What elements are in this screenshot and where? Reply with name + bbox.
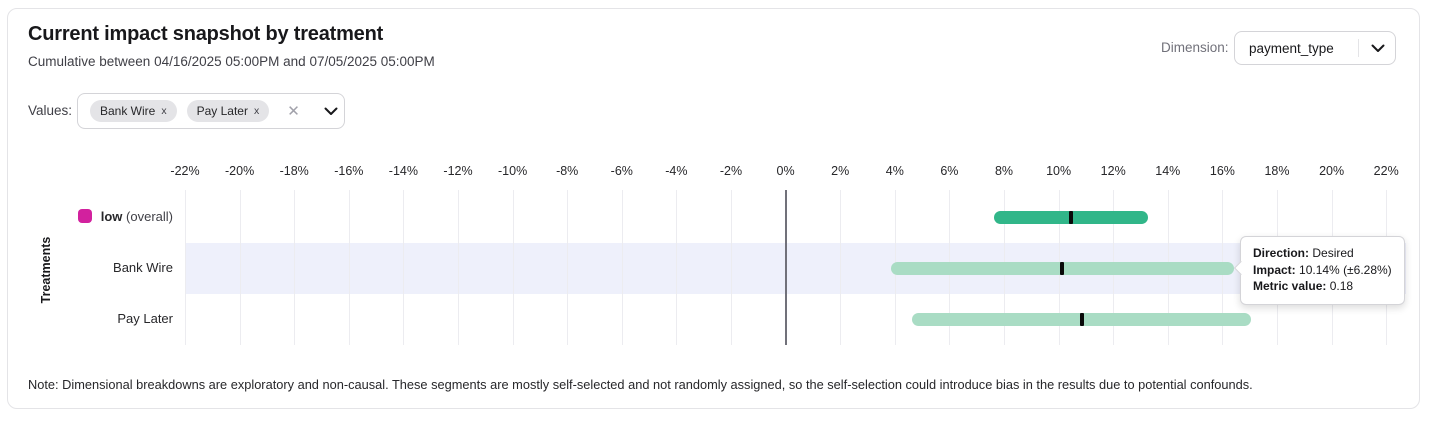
gridline: [458, 190, 459, 345]
x-tick-label: 8%: [994, 164, 1014, 178]
gridline: [512, 190, 514, 345]
gridline: [239, 190, 241, 345]
x-tick-label: 20%: [1319, 164, 1345, 178]
gridline: [185, 190, 186, 345]
row-label-pay-later: Pay Later: [117, 311, 173, 326]
chip-remove-icon[interactable]: x: [161, 105, 167, 117]
gridline: [294, 190, 296, 345]
page-title: Current impact snapshot by treatment: [28, 23, 384, 45]
gridline: [403, 190, 405, 345]
x-tick-label: 22%: [1373, 164, 1399, 178]
clear-all-icon[interactable]: ✕: [287, 102, 300, 120]
row-label-bank-wire: Bank Wire: [113, 260, 173, 275]
x-tick-label: -4%: [665, 164, 688, 178]
gridline: [348, 190, 350, 345]
x-tick-label: -14%: [388, 164, 418, 178]
chip-remove-icon[interactable]: x: [253, 105, 260, 117]
treatment-legend-swatch: [77, 209, 92, 223]
chip-label: Pay Later: [196, 104, 248, 118]
dimension-select[interactable]: payment_type: [1234, 31, 1396, 65]
x-tick-label: 10%: [1046, 164, 1072, 178]
plot-area: [185, 190, 1406, 345]
x-tick-label: 0%: [776, 164, 795, 178]
tooltip-direction-row: Direction: Desired: [1253, 246, 1354, 260]
x-tick-label: 16%: [1209, 164, 1235, 178]
dimension-label: Dimension:: [1161, 40, 1229, 55]
x-tick-label: -20%: [225, 164, 255, 178]
gridline: [567, 190, 569, 345]
x-tick-label: -22%: [170, 164, 200, 178]
x-tick-label: 18%: [1264, 164, 1290, 178]
impact-snapshot-card: [7, 8, 1420, 409]
zero-baseline: [784, 190, 787, 345]
footnote: Note: Dimensional breakdowns are explora…: [28, 377, 1253, 392]
x-tick-label: -12%: [443, 164, 473, 178]
gridline: [840, 190, 842, 345]
x-tick-label: -10%: [498, 164, 528, 178]
x-tick-label: -18%: [279, 164, 309, 178]
x-tick-label: -6%: [610, 164, 633, 178]
row-label-overall: low (overall): [28, 209, 173, 225]
x-tick-label: 14%: [1155, 164, 1181, 178]
x-tick-label: 4%: [885, 164, 904, 178]
gridline: [731, 190, 732, 345]
select-divider: [1358, 39, 1359, 57]
x-tick-label: 6%: [940, 164, 959, 178]
tooltip-metric-row: Metric value: 0.18: [1253, 279, 1354, 293]
impact-point-marker: [1060, 261, 1065, 275]
x-tick-label: -16%: [334, 164, 364, 178]
x-tick-label: 12%: [1100, 164, 1126, 178]
x-tick-label: -2%: [719, 164, 743, 178]
values-label: Values:: [28, 103, 73, 118]
x-tick-label: -8%: [556, 164, 579, 178]
date-range-subtitle: Cumulative between 04/16/2025 05:00PM an…: [28, 54, 435, 69]
impact-tooltip: Direction: Desired Impact: 10.14% (±6.28…: [1233, 236, 1405, 305]
gridline: [621, 190, 623, 345]
dimension-selected-value: payment_type: [1249, 40, 1334, 56]
impact-point-marker: [1068, 210, 1073, 224]
tooltip-impact-row: Impact: 10.14% (±6.28%): [1253, 262, 1392, 277]
chip-label: Bank Wire: [100, 104, 156, 118]
chevron-down-icon[interactable]: [324, 107, 338, 116]
impact-point-marker: [1079, 312, 1084, 326]
x-tick-label: 2%: [831, 164, 850, 178]
value-chip-bank-wire[interactable]: Bank Wire x: [90, 100, 177, 122]
chevron-down-icon[interactable]: [1367, 44, 1389, 53]
gridline: [676, 190, 678, 345]
values-multiselect[interactable]: Bank Wire x Pay Later x ✕: [77, 93, 345, 129]
value-chip-pay-later[interactable]: Pay Later x: [186, 100, 270, 122]
